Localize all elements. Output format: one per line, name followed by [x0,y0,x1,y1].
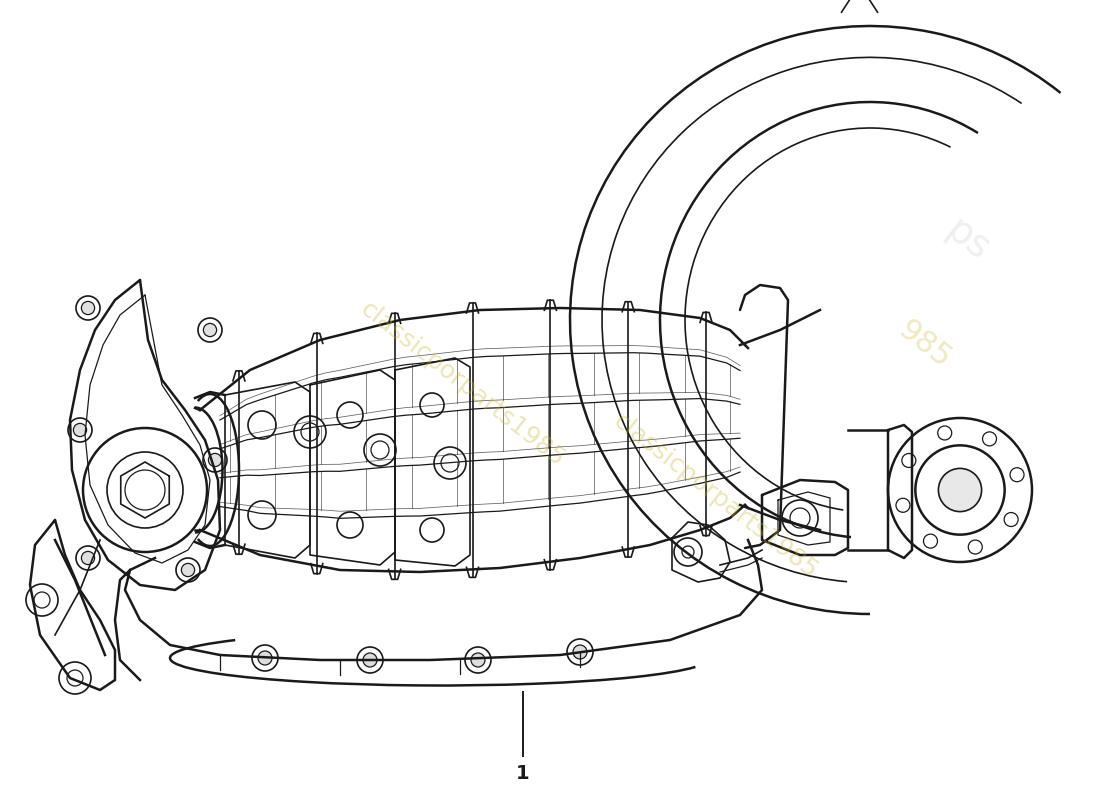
Circle shape [573,645,587,659]
Circle shape [258,651,272,665]
Text: classicporparts1985: classicporparts1985 [608,409,822,583]
Text: 985: 985 [892,314,956,374]
Circle shape [204,323,217,337]
Text: classicporparts1985: classicporparts1985 [355,297,569,471]
Text: 1: 1 [516,764,529,783]
Circle shape [471,653,485,667]
Circle shape [208,454,221,466]
Circle shape [182,563,195,577]
Circle shape [81,302,95,314]
Circle shape [81,551,95,565]
Circle shape [363,653,377,667]
Text: ps: ps [938,211,998,269]
Circle shape [74,423,87,437]
Circle shape [938,468,981,512]
